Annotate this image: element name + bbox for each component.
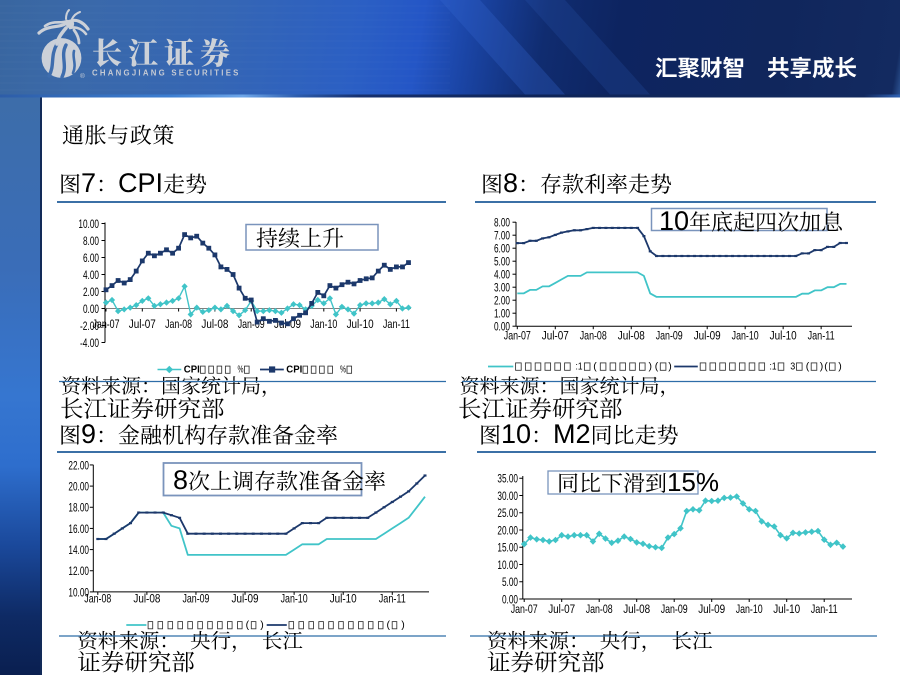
svg-text:(: ( <box>593 361 597 373</box>
svg-text:16.00: 16.00 <box>68 522 89 536</box>
svg-text:0.00: 0.00 <box>502 592 518 606</box>
svg-text:®: ® <box>80 72 85 80</box>
svg-text:4.00: 4.00 <box>83 268 99 282</box>
svg-text:Jan-07: Jan-07 <box>504 329 531 343</box>
svg-text:Jul-09: Jul-09 <box>694 329 721 343</box>
svg-text:Jan-11: Jan-11 <box>383 317 410 331</box>
svg-text:Jan-09: Jan-09 <box>656 329 683 343</box>
svg-text:): ) <box>820 361 824 373</box>
svg-text:Jan-09: Jan-09 <box>238 317 265 331</box>
svg-text:Jan-11: Jan-11 <box>808 329 835 343</box>
svg-text:): ) <box>838 361 842 373</box>
svg-text:6.00: 6.00 <box>83 251 99 265</box>
svg-text:18.00: 18.00 <box>68 501 89 515</box>
svg-text:30.00: 30.00 <box>497 489 518 503</box>
svg-text:CPI: CPI <box>286 364 302 376</box>
svg-text:8.00: 8.00 <box>494 216 510 230</box>
svg-text:14.00: 14.00 <box>68 543 89 557</box>
svg-text:35.00: 35.00 <box>497 472 518 486</box>
svg-text:): ) <box>668 361 672 373</box>
svg-text:Jan-07: Jan-07 <box>511 602 538 616</box>
svg-text:%: % <box>238 364 244 376</box>
svg-text:5.00: 5.00 <box>502 575 518 589</box>
svg-text:4.00: 4.00 <box>494 268 510 282</box>
svg-text:Jan-10: Jan-10 <box>310 317 337 331</box>
svg-text:Jan-10: Jan-10 <box>736 602 763 616</box>
svg-text:(: ( <box>806 361 810 373</box>
svg-text:10.00: 10.00 <box>68 585 89 599</box>
svg-text:Jul-09: Jul-09 <box>232 592 259 606</box>
svg-text:8.00: 8.00 <box>83 234 99 248</box>
svg-text:Jan-10: Jan-10 <box>281 592 308 606</box>
svg-text:Jan-11: Jan-11 <box>379 592 406 606</box>
svg-text:10.00: 10.00 <box>78 217 99 231</box>
svg-text:22.00: 22.00 <box>68 458 89 472</box>
svg-text:): ) <box>260 619 264 631</box>
svg-text:%: % <box>340 364 346 376</box>
svg-text:): ) <box>401 619 405 631</box>
svg-text:(: ( <box>246 619 250 631</box>
svg-text:Jul-07: Jul-07 <box>548 602 575 616</box>
svg-text:3.00: 3.00 <box>494 281 510 295</box>
svg-text:Jan-09: Jan-09 <box>182 592 209 606</box>
svg-text:3: 3 <box>790 361 795 373</box>
svg-text:(: ( <box>387 619 391 631</box>
svg-text:Jul-07: Jul-07 <box>542 329 569 343</box>
svg-text:Jul-08: Jul-08 <box>623 602 650 616</box>
svg-text:-2.00: -2.00 <box>80 319 99 333</box>
svg-text:12.00: 12.00 <box>68 564 89 578</box>
svg-text:10.00: 10.00 <box>497 558 518 572</box>
svg-text::1: :1 <box>770 361 777 373</box>
svg-text:Jul-10: Jul-10 <box>330 592 357 606</box>
svg-text:Jan-10: Jan-10 <box>732 329 759 343</box>
svg-text:Jul-10: Jul-10 <box>773 602 800 616</box>
svg-text:Jul-08: Jul-08 <box>618 329 645 343</box>
svg-text:Jul-10: Jul-10 <box>770 329 797 343</box>
svg-text:0.00: 0.00 <box>83 302 99 316</box>
svg-text:2.00: 2.00 <box>83 285 99 299</box>
svg-text:Jan-08: Jan-08 <box>586 602 613 616</box>
svg-text:): ) <box>649 361 653 373</box>
svg-text:Jul-07: Jul-07 <box>129 317 156 331</box>
svg-text:Jan-11: Jan-11 <box>811 602 838 616</box>
svg-text:6.00: 6.00 <box>494 242 510 256</box>
svg-text:Jul-09: Jul-09 <box>698 602 725 616</box>
svg-text:Jan-08: Jan-08 <box>165 317 192 331</box>
svg-text:(: ( <box>824 361 828 373</box>
svg-text::1: :1 <box>576 361 583 373</box>
svg-text:1.00: 1.00 <box>494 307 510 321</box>
svg-text:2.00: 2.00 <box>494 294 510 308</box>
svg-text:20.00: 20.00 <box>68 480 89 494</box>
svg-text:0.00: 0.00 <box>494 320 510 334</box>
svg-text:Jan-08: Jan-08 <box>580 329 607 343</box>
svg-text:Jan-08: Jan-08 <box>84 592 111 606</box>
svg-text:Jan-09: Jan-09 <box>661 602 688 616</box>
svg-text:-4.00: -4.00 <box>80 336 99 350</box>
svg-text:Jul-08: Jul-08 <box>201 317 228 331</box>
svg-text:CPI: CPI <box>184 364 200 376</box>
svg-text:25.00: 25.00 <box>497 506 518 520</box>
svg-text:CHANGJIANG SECURITIES: CHANGJIANG SECURITIES <box>92 69 241 78</box>
svg-text:Jul-10: Jul-10 <box>347 317 374 331</box>
svg-text:7.00: 7.00 <box>494 229 510 243</box>
svg-text:Jan-07: Jan-07 <box>93 317 120 331</box>
svg-text:(: ( <box>655 361 659 373</box>
svg-text:Jul-08: Jul-08 <box>133 592 160 606</box>
svg-text:15.00: 15.00 <box>497 541 518 555</box>
svg-text:20.00: 20.00 <box>497 523 518 537</box>
svg-text:5.00: 5.00 <box>494 255 510 269</box>
